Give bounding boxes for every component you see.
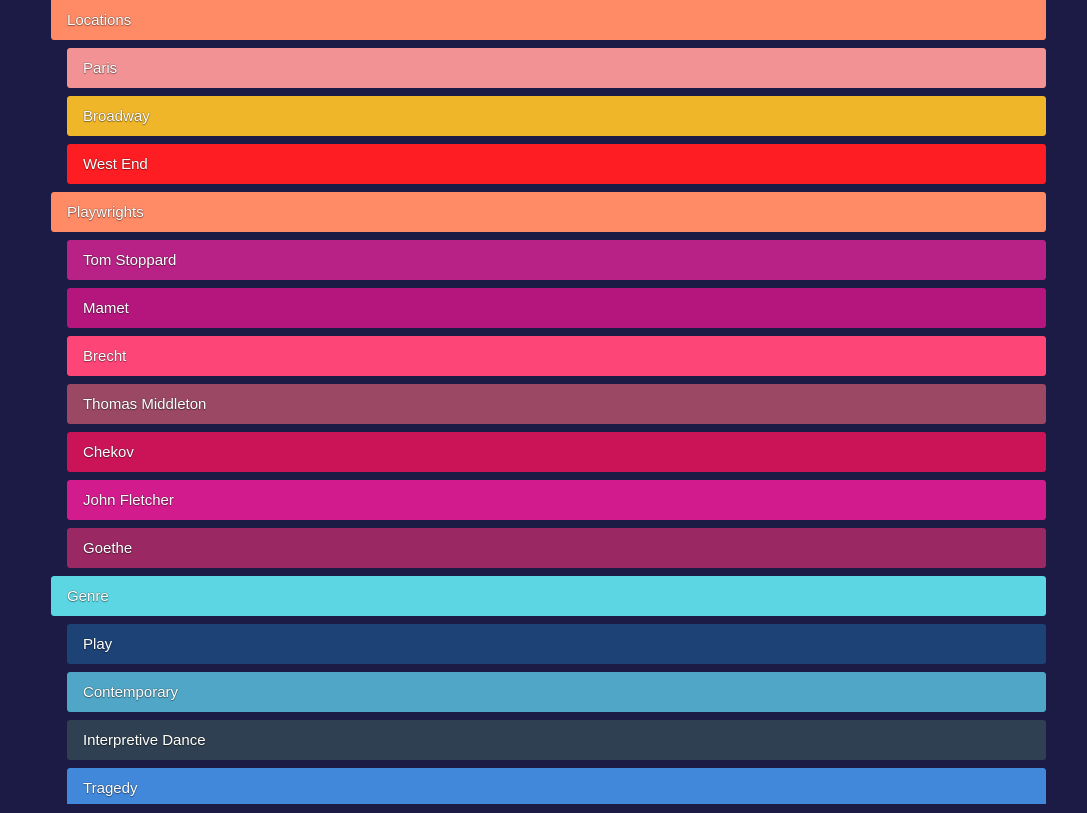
tree-group-label: Playwrights [67, 203, 144, 221]
tree-item-paris[interactable]: Paris [67, 48, 1046, 88]
tree-group-label: Genre [67, 587, 109, 605]
tree-item-chekov[interactable]: Chekov [67, 432, 1046, 472]
tree-item-label: Chekov [83, 443, 134, 461]
tree-item-label: Broadway [83, 107, 150, 125]
tree-item-label: Mamet [83, 299, 129, 317]
tree-item-label: Brecht [83, 347, 127, 365]
tree-item-label: Paris [83, 59, 118, 77]
tree-group-locations[interactable]: Locations [51, 0, 1046, 40]
tree-item-interpretive-dance[interactable]: Interpretive Dance [67, 720, 1046, 760]
tree-item-mamet[interactable]: Mamet [67, 288, 1046, 328]
tree-item-thomas-middleton[interactable]: Thomas Middleton [67, 384, 1046, 424]
tree-item-label: Contemporary [83, 683, 179, 701]
tree-item-john-fletcher[interactable]: John Fletcher [67, 480, 1046, 520]
tree-item-label: John Fletcher [83, 491, 174, 509]
tree-item-broadway[interactable]: Broadway [67, 96, 1046, 136]
tree-item-play[interactable]: Play [67, 624, 1046, 664]
tree-item-tragedy[interactable]: Tragedy [67, 768, 1046, 804]
tree-group-genre[interactable]: Genre [51, 576, 1046, 616]
tree-item-label: West End [83, 155, 148, 173]
tree-group-label: Locations [67, 11, 132, 29]
tree-item-brecht[interactable]: Brecht [67, 336, 1046, 376]
tree-item-label: Thomas Middleton [83, 395, 207, 413]
tree-item-goethe[interactable]: Goethe [67, 528, 1046, 568]
tree-item-west-end[interactable]: West End [67, 144, 1046, 184]
tree-item-label: Goethe [83, 539, 133, 557]
tree-item-label: Tragedy [83, 779, 138, 797]
tree-item-label: Interpretive Dance [83, 731, 206, 749]
tree-group-playwrights[interactable]: Playwrights [51, 192, 1046, 232]
tree-item-label: Play [83, 635, 113, 653]
tree-item-tom-stoppard[interactable]: Tom Stoppard [67, 240, 1046, 280]
tree-item-label: Tom Stoppard [83, 251, 177, 269]
tree-item-contemporary[interactable]: Contemporary [67, 672, 1046, 712]
